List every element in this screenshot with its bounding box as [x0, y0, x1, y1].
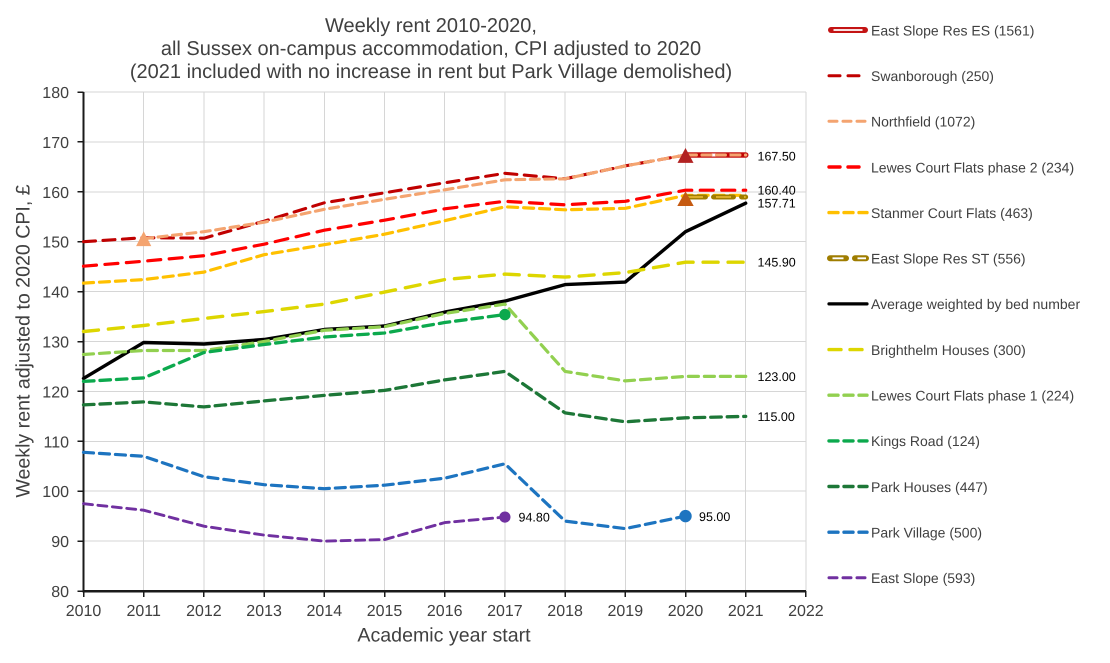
- svg-text:2010: 2010: [66, 603, 102, 620]
- svg-text:2011: 2011: [126, 603, 161, 620]
- svg-text:2017: 2017: [487, 603, 523, 620]
- svg-text:2016: 2016: [427, 603, 463, 620]
- svg-text:Lewes Court Flats phase 1 (224: Lewes Court Flats phase 1 (224): [871, 388, 1074, 404]
- svg-text:(2021 included with no increas: (2021 included with no increase in rent …: [130, 61, 732, 83]
- svg-text:2012: 2012: [186, 603, 222, 620]
- svg-text:90: 90: [51, 534, 69, 551]
- svg-text:130: 130: [42, 335, 69, 352]
- svg-text:160.40: 160.40: [758, 183, 796, 197]
- svg-text:Brighthelm Houses (300): Brighthelm Houses (300): [871, 342, 1026, 358]
- svg-text:2019: 2019: [608, 603, 644, 620]
- svg-text:Average weighted by bed number: Average weighted by bed number: [871, 296, 1080, 312]
- svg-text:180: 180: [42, 85, 69, 102]
- svg-text:2022: 2022: [788, 603, 824, 620]
- svg-text:Lewes Court Flats phase 2 (234: Lewes Court Flats phase 2 (234): [871, 159, 1074, 175]
- svg-text:Park Village (500): Park Village (500): [871, 525, 982, 541]
- svg-text:Academic year start: Academic year start: [357, 625, 531, 647]
- svg-text:110: 110: [43, 434, 69, 451]
- svg-text:123.00: 123.00: [758, 370, 796, 384]
- svg-text:160: 160: [42, 185, 69, 202]
- svg-text:120: 120: [42, 384, 69, 401]
- svg-text:2015: 2015: [367, 603, 403, 620]
- svg-text:100: 100: [42, 484, 69, 501]
- svg-text:167.50: 167.50: [758, 149, 796, 163]
- svg-text:95.00: 95.00: [699, 510, 730, 524]
- svg-text:East Slope (593): East Slope (593): [871, 570, 975, 586]
- svg-text:170: 170: [42, 135, 69, 152]
- svg-text:all Sussex on-campus accommoda: all Sussex on-campus accommodation, CPI …: [161, 38, 701, 60]
- svg-text:94.80: 94.80: [519, 511, 550, 525]
- svg-text:2014: 2014: [307, 603, 343, 620]
- svg-text:145.90: 145.90: [758, 256, 796, 270]
- svg-text:2020: 2020: [668, 603, 704, 620]
- svg-text:Weekly rent adjusted to 2020 C: Weekly rent adjusted to 2020 CPI, £: [13, 184, 35, 497]
- svg-text:Swanborough (250): Swanborough (250): [871, 68, 994, 84]
- svg-text:2013: 2013: [246, 603, 282, 620]
- svg-text:80: 80: [51, 584, 69, 601]
- svg-text:2021: 2021: [728, 603, 764, 620]
- svg-text:150: 150: [42, 235, 69, 252]
- svg-text:Weekly rent 2010-2020,: Weekly rent 2010-2020,: [325, 15, 537, 37]
- svg-text:2018: 2018: [547, 603, 583, 620]
- svg-text:East Slope Res ES (1561): East Slope Res ES (1561): [871, 22, 1034, 38]
- svg-text:Kings Road (124): Kings Road (124): [871, 433, 980, 449]
- svg-text:Stanmer Court Flats (463): Stanmer Court Flats (463): [871, 205, 1033, 221]
- svg-text:Park Houses (447): Park Houses (447): [871, 479, 988, 495]
- svg-text:East Slope Res ST (556): East Slope Res ST (556): [871, 251, 1026, 267]
- svg-text:Northfield (1072): Northfield (1072): [871, 114, 975, 130]
- svg-text:157.71: 157.71: [758, 197, 796, 211]
- svg-text:115.00: 115.00: [758, 410, 795, 424]
- svg-text:140: 140: [42, 285, 69, 302]
